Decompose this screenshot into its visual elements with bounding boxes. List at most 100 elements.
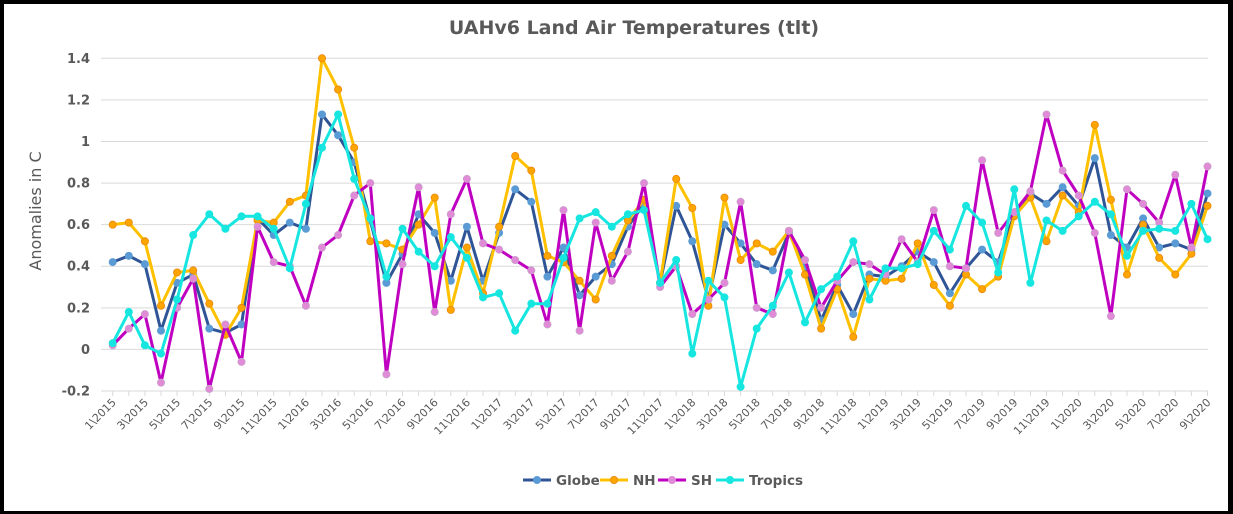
- data-point-nh: [688, 204, 697, 213]
- data-point-sh: [478, 239, 487, 248]
- data-point-sh: [366, 179, 375, 188]
- data-point-nh: [768, 247, 777, 256]
- x-tick-label: 5\2018: [726, 396, 763, 433]
- data-point-sh: [768, 310, 777, 319]
- x-tick-label: 1\2017: [469, 396, 506, 433]
- data-point-nh: [527, 166, 536, 175]
- data-point-tropics: [301, 199, 310, 208]
- data-point-sh: [543, 320, 552, 329]
- data-point-tropics: [446, 233, 455, 242]
- data-point-globe: [1042, 199, 1051, 208]
- data-point-nh: [591, 295, 600, 304]
- data-point-tropics: [1139, 226, 1148, 235]
- data-point-tropics: [1058, 226, 1067, 235]
- data-point-sh: [140, 310, 149, 319]
- data-point-tropics: [833, 272, 842, 281]
- data-point-sh: [1187, 243, 1196, 252]
- data-point-sh: [334, 231, 343, 240]
- data-point-tropics: [398, 224, 407, 233]
- data-point-nh: [543, 251, 552, 260]
- data-point-sh: [189, 274, 198, 283]
- data-point-globe: [205, 324, 214, 333]
- data-point-tropics: [1187, 199, 1196, 208]
- data-point-tropics: [156, 349, 165, 358]
- legend-item-sh[interactable]: SH: [658, 473, 712, 489]
- legend-item-tropics[interactable]: Tropics: [716, 473, 803, 489]
- data-point-tropics: [945, 245, 954, 254]
- y-axis-ticks: -0.2 0 0.2 0.4 0.6 0.8 1 1.2 1.4: [62, 52, 90, 400]
- data-point-nh: [1155, 253, 1164, 262]
- data-point-sh: [124, 324, 133, 333]
- data-point-tropics: [221, 224, 230, 233]
- data-point-tropics: [495, 289, 504, 298]
- legend-label: Globe: [556, 473, 600, 489]
- data-point-nh: [575, 276, 584, 285]
- data-point-nh: [285, 197, 294, 206]
- data-point-tropics: [1074, 212, 1083, 221]
- data-point-nh: [607, 251, 616, 260]
- legend-label: NH: [633, 473, 656, 489]
- data-point-sh: [350, 191, 359, 200]
- data-point-tropics: [672, 255, 681, 264]
- legend-swatch-marker: [533, 475, 542, 484]
- data-point-globe: [543, 272, 552, 281]
- data-point-globe: [1058, 183, 1067, 192]
- x-tick-label: 1\2018: [662, 396, 699, 433]
- data-point-sh: [591, 218, 600, 227]
- data-point-globe: [156, 326, 165, 335]
- data-point-tropics: [462, 253, 471, 262]
- data-point-sh: [221, 320, 230, 329]
- data-point-tropics: [720, 293, 729, 302]
- data-point-globe: [301, 224, 310, 233]
- data-point-tropics: [962, 201, 971, 210]
- data-point-nh: [1203, 201, 1212, 210]
- data-point-globe: [575, 291, 584, 300]
- data-point-sh: [784, 226, 793, 235]
- data-point-nh: [736, 255, 745, 264]
- data-point-sh: [269, 258, 278, 267]
- data-point-nh: [237, 303, 246, 312]
- data-point-sh: [1106, 312, 1115, 321]
- x-tick-label: 3\2019: [887, 396, 924, 433]
- data-point-tropics: [414, 247, 423, 256]
- x-tick-label: 7\2019: [952, 396, 989, 433]
- data-point-nh: [929, 280, 938, 289]
- data-point-tropics: [1123, 251, 1132, 260]
- data-point-tropics: [1106, 210, 1115, 219]
- x-tick-label: 1\2020: [1048, 396, 1085, 433]
- series-line-tropics: [111, 112, 1209, 389]
- data-point-nh: [205, 299, 214, 308]
- data-point-nh: [317, 54, 326, 63]
- data-point-tropics: [205, 210, 214, 219]
- data-point-nh: [124, 218, 133, 227]
- legend-swatch-marker: [610, 475, 619, 484]
- x-tick-label: 1\2016: [275, 396, 312, 433]
- data-point-sh: [156, 378, 165, 387]
- data-point-nh: [382, 239, 391, 248]
- data-point-tropics: [543, 299, 552, 308]
- data-point-globe: [462, 222, 471, 231]
- data-point-tropics: [108, 339, 117, 348]
- data-point-sh: [414, 183, 423, 192]
- data-point-tropics: [929, 226, 938, 235]
- legend-item-globe[interactable]: Globe: [523, 473, 600, 489]
- data-point-nh: [1106, 195, 1115, 204]
- data-point-nh: [366, 237, 375, 246]
- chart-frame: UAHv6 Land Air Temperatures (tlt) Anomal…: [4, 4, 1228, 511]
- legend-item-nh[interactable]: NH: [600, 473, 656, 489]
- data-point-nh: [173, 268, 182, 277]
- data-point-sh: [801, 255, 810, 264]
- data-point-sh: [720, 278, 729, 287]
- data-point-tropics: [1026, 278, 1035, 287]
- data-point-tropics: [382, 272, 391, 281]
- data-point-globe: [945, 289, 954, 298]
- data-point-nh: [446, 305, 455, 314]
- data-point-sh: [575, 326, 584, 335]
- data-point-sh: [978, 156, 987, 165]
- data-point-sh: [1123, 185, 1132, 194]
- x-tick-label: 3\2016: [308, 396, 345, 433]
- line-chart: UAHv6 Land Air Temperatures (tlt) Anomal…: [26, 17, 1214, 489]
- data-point-globe: [317, 110, 326, 119]
- x-tick-label: 3\2015: [114, 396, 151, 433]
- data-point-tropics: [366, 214, 375, 223]
